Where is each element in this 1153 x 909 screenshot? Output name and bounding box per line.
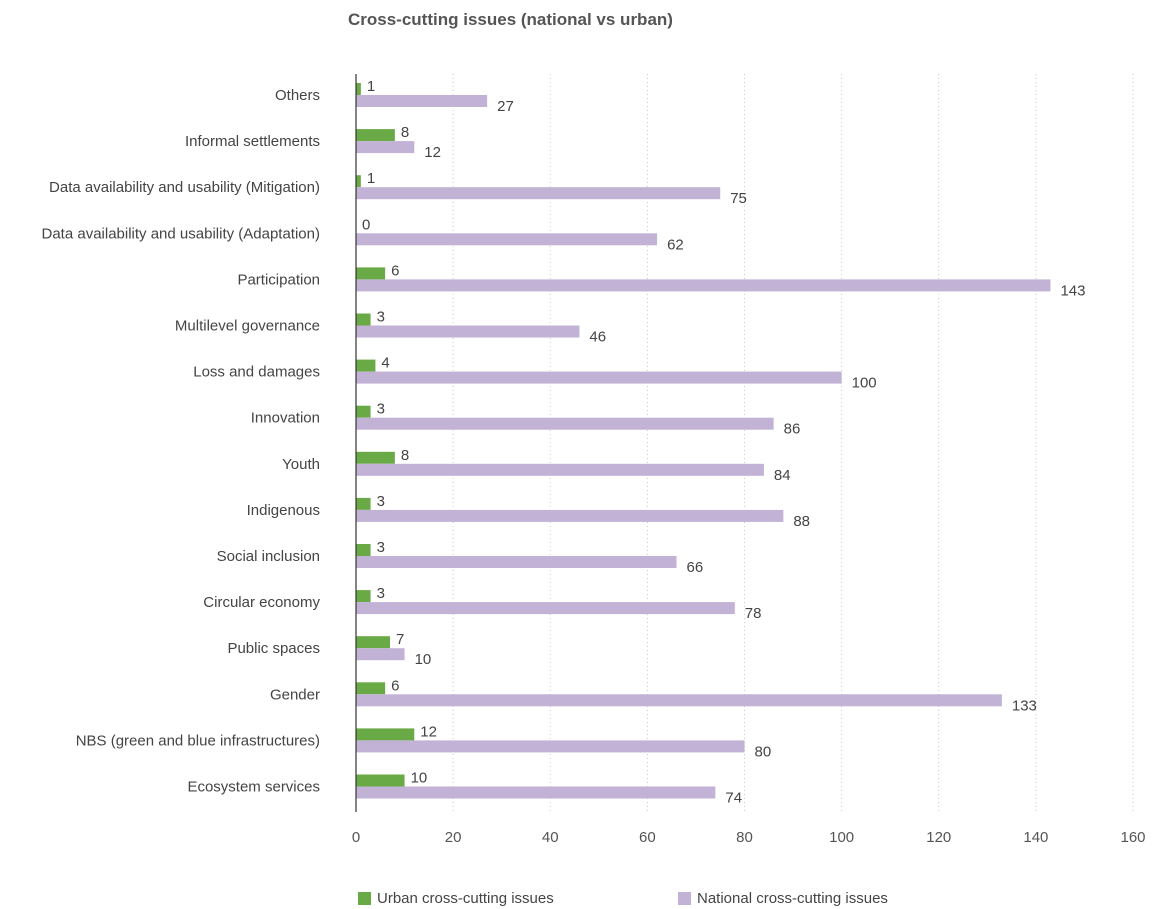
category-label: Ecosystem services xyxy=(187,779,320,796)
legend-item-national: National cross-cutting issues xyxy=(678,890,888,907)
data-label-urban: 10 xyxy=(411,770,428,787)
data-label-national: 100 xyxy=(852,375,877,392)
bar-national xyxy=(356,279,1051,292)
bar-national xyxy=(356,463,764,476)
data-label-national: 62 xyxy=(667,236,684,253)
data-label-national: 86 xyxy=(784,421,801,438)
data-label-urban: 3 xyxy=(377,585,385,602)
data-label-urban: 6 xyxy=(391,677,399,694)
data-label-urban: 4 xyxy=(381,355,389,372)
bar-urban xyxy=(356,83,361,95)
data-label-national: 88 xyxy=(793,513,810,530)
bar-urban xyxy=(356,313,371,326)
bar-national xyxy=(356,233,658,246)
bar-national xyxy=(356,556,677,568)
bar-national xyxy=(356,95,488,107)
bar-national xyxy=(356,602,735,615)
data-label-national: 46 xyxy=(589,329,606,346)
data-label-urban: 1 xyxy=(367,170,375,187)
bar-urban xyxy=(356,129,395,142)
category-label: Loss and damages xyxy=(193,364,320,381)
bar-urban xyxy=(356,451,395,464)
legend-swatch-national xyxy=(678,892,691,905)
legend-swatch-urban xyxy=(358,892,371,905)
x-tick-label: 40 xyxy=(542,829,559,846)
bar-urban xyxy=(356,590,371,603)
x-tick-label: 120 xyxy=(926,829,951,846)
bar-national xyxy=(356,509,784,522)
bar-urban xyxy=(356,405,371,418)
chart-title: Cross-cutting issues (national vs urban) xyxy=(348,10,673,29)
bar-urban xyxy=(356,359,376,372)
data-label-national: 10 xyxy=(415,651,432,668)
data-label-national: 143 xyxy=(1060,282,1085,299)
data-label-national: 78 xyxy=(745,605,762,622)
bar-national xyxy=(356,371,842,384)
legend-item-urban: Urban cross-cutting issues xyxy=(358,890,554,907)
bar-urban xyxy=(356,728,415,741)
bar-urban xyxy=(356,267,386,280)
data-label-national: 84 xyxy=(774,467,791,484)
data-label-urban: 3 xyxy=(377,401,385,418)
category-label: Circular economy xyxy=(203,594,320,611)
category-label: Indigenous xyxy=(247,502,320,519)
category-label: Multilevel governance xyxy=(175,318,320,335)
category-label: NBS (green and blue infrastructures) xyxy=(76,732,320,749)
bar-national xyxy=(356,648,405,661)
bar-urban xyxy=(356,497,371,510)
category-label: Public spaces xyxy=(227,640,320,657)
data-label-national: 12 xyxy=(424,144,441,161)
bar-urban xyxy=(356,175,361,188)
bar-urban xyxy=(356,774,405,787)
data-label-national: 133 xyxy=(1012,697,1037,714)
bar-urban xyxy=(356,544,371,556)
data-label-national: 80 xyxy=(755,743,772,760)
category-label: Informal settlements xyxy=(185,133,320,150)
data-label-national: 75 xyxy=(730,190,747,207)
category-label: Social inclusion xyxy=(217,548,320,565)
bar-national xyxy=(356,141,415,154)
data-label-urban: 0 xyxy=(362,216,370,233)
category-label: Youth xyxy=(282,456,320,473)
data-label-urban: 7 xyxy=(396,631,404,648)
x-tick-label: 80 xyxy=(736,829,753,846)
category-label: Gender xyxy=(270,686,320,703)
bar-national xyxy=(356,740,745,753)
category-label: Data availability and usability (Adaptat… xyxy=(42,225,321,242)
x-tick-label: 20 xyxy=(445,829,462,846)
x-tick-label: 100 xyxy=(829,829,854,846)
x-tick-label: 160 xyxy=(1120,829,1145,846)
x-tick-label: 0 xyxy=(352,829,360,846)
bar-national xyxy=(356,187,721,200)
legend-label-urban: Urban cross-cutting issues xyxy=(377,890,554,907)
bar-national xyxy=(356,786,716,799)
bar-urban xyxy=(356,636,390,649)
data-label-national: 74 xyxy=(725,790,742,807)
data-label-urban: 3 xyxy=(377,539,385,556)
category-label: Others xyxy=(275,87,320,104)
data-label-urban: 8 xyxy=(401,447,409,464)
x-tick-label: 60 xyxy=(639,829,656,846)
x-tick-label: 140 xyxy=(1023,829,1048,846)
bar-urban xyxy=(356,682,386,695)
data-label-national: 66 xyxy=(687,559,704,576)
data-label-urban: 8 xyxy=(401,124,409,141)
data-label-national: 27 xyxy=(497,98,514,115)
data-label-urban: 3 xyxy=(377,309,385,326)
legend-label-national: National cross-cutting issues xyxy=(697,890,888,907)
category-label: Participation xyxy=(237,271,320,288)
category-label: Innovation xyxy=(251,410,320,427)
category-label: Data availability and usability (Mitigat… xyxy=(49,179,320,196)
data-label-urban: 3 xyxy=(377,493,385,510)
bar-national xyxy=(356,694,1002,707)
data-label-urban: 12 xyxy=(420,723,437,740)
data-label-urban: 1 xyxy=(367,78,375,95)
data-label-urban: 6 xyxy=(391,262,399,279)
bar-national xyxy=(356,417,774,430)
bar-national xyxy=(356,325,580,338)
